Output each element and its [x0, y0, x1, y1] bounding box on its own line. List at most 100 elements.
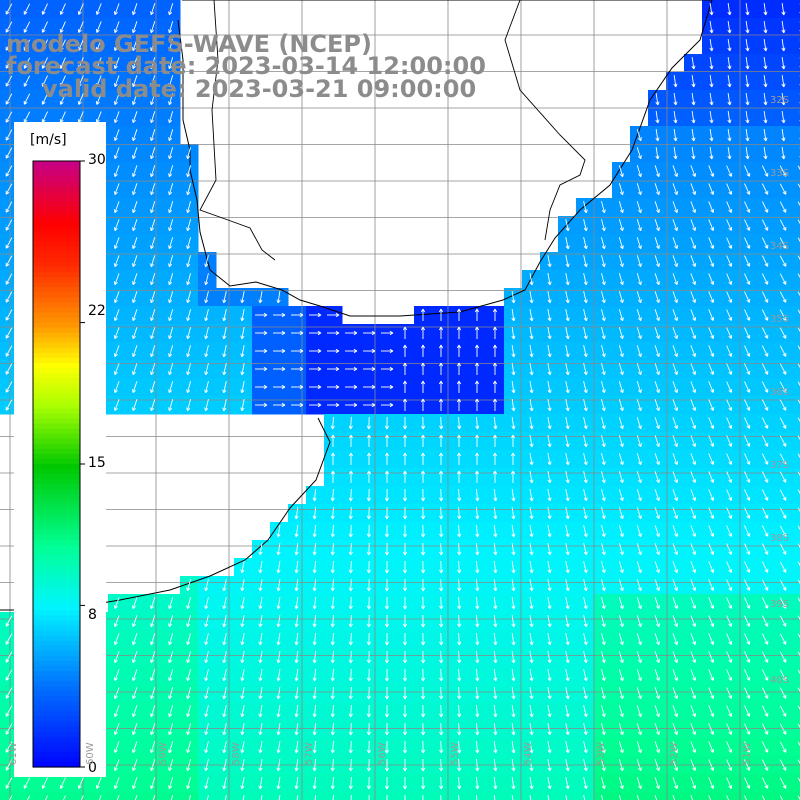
colorbar-swatch: [33, 741, 80, 748]
colorbar-swatch: [33, 615, 80, 622]
wind-arrow: [150, 75, 156, 88]
wind-cell: [576, 792, 595, 800]
wind-cell: [522, 792, 541, 800]
wind-arrow: [727, 38, 732, 52]
wind-arrow: [41, 93, 48, 105]
colorbar-swatch: [33, 297, 80, 303]
wind-cell: [792, 414, 800, 433]
wind-cell: [558, 792, 577, 800]
lat-label: 38S: [770, 533, 790, 544]
wind-arrow: [23, 21, 31, 33]
colorbar-tick-22: 22: [88, 303, 106, 319]
wind-arrow: [5, 3, 13, 15]
wind-arrow: [95, 39, 102, 51]
wind-arrow: [168, 93, 174, 106]
wind-arrow: [77, 3, 84, 15]
wind-cell: [792, 540, 800, 559]
colorbar-swatch: [33, 161, 80, 167]
colorbar-swatch: [33, 347, 80, 354]
wind-cell: [792, 288, 800, 307]
lon-label: 57W: [304, 742, 315, 765]
colorbar-swatch: [33, 186, 80, 192]
colorbar-swatch: [33, 221, 80, 228]
colorbar-swatch: [33, 570, 80, 576]
wind-cell: [720, 792, 739, 800]
wind-cell: [792, 306, 800, 325]
wind-arrow: [77, 75, 84, 87]
wind-arrow: [132, 21, 138, 34]
wind-cell: [450, 792, 469, 800]
wind-cell: [594, 792, 613, 800]
colorbar-swatch: [33, 423, 80, 430]
wind-arrow: [23, 93, 31, 105]
wind-arrow: [727, 20, 732, 34]
wind-cell: [792, 180, 800, 199]
colorbar-swatch: [33, 469, 80, 475]
wind-arrow: [95, 75, 102, 87]
wind-arrow: [781, 74, 786, 88]
colorbar-swatch: [33, 191, 80, 197]
colorbar-swatch: [33, 368, 80, 374]
colorbar-swatch: [33, 671, 80, 677]
wind-arrow: [5, 39, 13, 51]
wind-cell: [792, 522, 800, 541]
wind-arrow: [763, 74, 768, 88]
wind-cell: [270, 792, 289, 800]
colorbar-swatch: [33, 756, 80, 763]
border-line: [199, 0, 276, 261]
colorbar-swatch: [33, 585, 80, 591]
wind-arrow: [168, 3, 174, 16]
wind-arrow: [709, 38, 714, 52]
wind-cell: [792, 702, 800, 721]
colorbar-swatch: [33, 383, 80, 389]
colorbar-swatch: [33, 474, 80, 480]
wind-cell: [792, 720, 800, 739]
wind-arrow: [41, 75, 48, 87]
wind-arrow: [23, 57, 31, 69]
lon-label: 52W: [669, 742, 680, 765]
lat-label: 40S: [770, 675, 790, 686]
lat-label: 36S: [770, 387, 790, 398]
wind-arrow: [673, 74, 678, 88]
wind-arrow: [113, 75, 120, 87]
wind-arrow: [150, 93, 156, 106]
colorbar-swatch: [33, 605, 80, 612]
wind-arrow: [168, 39, 174, 52]
colorbar-swatch: [33, 514, 80, 521]
wind-arrow: [113, 3, 120, 15]
wind-cell: [144, 792, 163, 800]
colorbar-swatch: [33, 499, 80, 505]
wind-arrow: [41, 3, 48, 15]
colorbar-swatch: [33, 595, 80, 601]
wind-cell: [792, 216, 800, 235]
wind-arrow: [95, 93, 102, 105]
wind-cell: [792, 738, 800, 757]
wind-cell: [792, 234, 800, 253]
colorbar-swatch: [33, 640, 80, 647]
wind-cell: [432, 792, 451, 800]
colorbar-swatch: [33, 565, 80, 571]
wind-arrow: [5, 75, 13, 87]
wind-cell: [108, 792, 127, 800]
colorbar-swatch: [33, 201, 80, 208]
wind-arrow: [168, 21, 174, 34]
wind-arrow: [23, 75, 31, 87]
wind-cell: [612, 792, 631, 800]
wind-arrow: [781, 2, 786, 16]
wind-arrows: [5, 2, 800, 800]
wind-cell: [18, 792, 37, 800]
wind-arrow: [132, 3, 138, 16]
wind-cell: [162, 792, 181, 800]
colorbar-swatch: [33, 524, 80, 531]
wind-cell: [792, 612, 800, 631]
lon-label: 59W: [158, 742, 169, 765]
colorbar-swatch: [33, 393, 80, 399]
wind-cell: [792, 198, 800, 217]
colorbar-swatch: [33, 241, 80, 248]
colorbar-swatch: [33, 398, 80, 404]
wind-arrow: [781, 38, 786, 52]
colorbar-swatch: [33, 282, 80, 288]
wind-cell: [792, 90, 800, 109]
wind-arrow: [95, 3, 102, 15]
colorbar-swatch: [33, 676, 80, 682]
